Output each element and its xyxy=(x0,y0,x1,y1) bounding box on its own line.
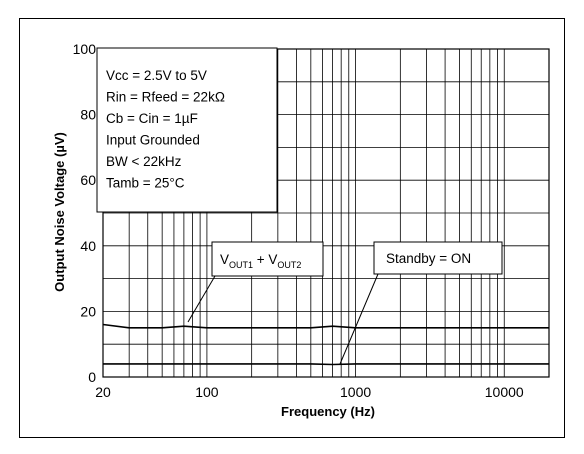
series-1-annotation: VOUT1 + VOUT2 xyxy=(187,241,324,323)
figure-frame xyxy=(19,18,565,438)
x-tick-label: 20 xyxy=(95,384,111,400)
x-tick-labels: 20 100 1000 10000 xyxy=(95,384,524,400)
plot-border xyxy=(102,48,550,378)
condition-line: Cb = Cin = 1µF xyxy=(106,111,198,126)
x-tick-label: 1000 xyxy=(340,384,371,400)
y-tick-label: 60 xyxy=(80,172,96,188)
y-axis-label: Output Noise Voltage (µV) xyxy=(52,132,67,292)
series-1-pointer xyxy=(187,275,216,323)
condition-line: BW < 22kHz xyxy=(106,154,182,169)
y-tick-label: 0 xyxy=(88,369,96,385)
x-tick-label: 100 xyxy=(195,384,219,400)
y-tick-label: 80 xyxy=(80,107,96,123)
y-tick-label: 20 xyxy=(80,303,96,319)
series-group xyxy=(102,323,549,366)
y-tick-label: 40 xyxy=(80,238,96,254)
series-2-pointer xyxy=(339,273,379,365)
series-2-annotation: Standby = ON xyxy=(339,241,503,365)
x-tick-label: 10000 xyxy=(485,384,524,400)
condition-line: Vcc = 2.5V to 5V xyxy=(106,68,207,83)
series-1-label: VOUT1 + VOUT2 xyxy=(220,252,301,270)
condition-line: Input Grounded xyxy=(106,133,200,148)
condition-line: Tamb = 25°C xyxy=(106,176,185,191)
series-2-label: Standby = ON xyxy=(386,251,471,266)
conditions-box: Vcc = 2.5V to 5V Rin = Rfeed = 22kΩ Cb = C… xyxy=(96,47,278,213)
series-line-2 xyxy=(103,363,549,366)
condition-line: Rin = Rfeed = 22kΩ xyxy=(106,90,225,105)
y-tick-labels: 0 20 40 60 80 100 xyxy=(73,41,97,385)
x-axis-label: Frequency (Hz) xyxy=(281,404,375,419)
y-tick-label: 100 xyxy=(73,41,97,57)
series-line-1 xyxy=(102,323,549,329)
